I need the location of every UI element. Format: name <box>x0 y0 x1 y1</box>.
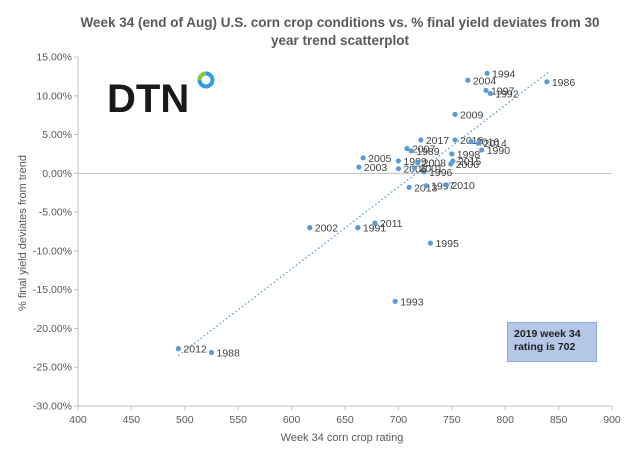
data-point <box>175 346 181 352</box>
data-label: 2002 <box>315 223 339 235</box>
y-tick-label: -10.00% <box>33 245 72 257</box>
x-tick-label: 500 <box>176 414 194 426</box>
data-label: 1996 <box>429 167 453 179</box>
y-tick-label: 5.00% <box>42 129 72 141</box>
data-point <box>452 137 458 143</box>
data-point <box>372 220 378 226</box>
x-tick-label: 750 <box>443 414 461 426</box>
data-point <box>449 151 455 157</box>
data-point <box>421 169 427 175</box>
x-tick-label: 450 <box>123 414 141 426</box>
data-label: 2017 <box>426 135 450 147</box>
data-label: 2012 <box>183 344 207 356</box>
data-label: 1997 <box>431 181 455 193</box>
data-point <box>465 77 471 83</box>
rating-annotation-box: 2019 week 34 rating is 702 <box>507 322 597 362</box>
data-point <box>475 140 482 146</box>
y-tick-label: -15.00% <box>33 284 72 296</box>
y-tick-label: 10.00% <box>36 90 72 102</box>
chart-title-line-1: Week 34 (end of Aug) U.S. corn crop cond… <box>80 15 599 30</box>
data-label: 2005 <box>368 153 392 165</box>
data-point <box>468 138 474 145</box>
data-point <box>443 182 450 188</box>
data-point <box>479 147 485 153</box>
data-label: 1991 <box>363 223 387 235</box>
data-point <box>415 159 421 166</box>
data-point <box>408 148 414 154</box>
data-point <box>395 158 401 164</box>
data-point <box>452 111 458 117</box>
data-point <box>356 164 362 170</box>
data-label: 1988 <box>217 347 241 359</box>
data-label: 1998 <box>457 149 481 161</box>
dtn-logo: DTN <box>107 71 215 121</box>
data-point <box>208 349 215 356</box>
y-tick-label: -20.00% <box>33 323 72 335</box>
y-axis-label: % final yield deviates from trend <box>17 155 29 311</box>
data-label: 2015 <box>458 156 482 168</box>
data-label: 1992 <box>495 88 519 100</box>
data-label: 2016 <box>476 137 500 149</box>
data-point <box>487 90 493 97</box>
data-label: 2004 <box>473 75 497 87</box>
data-point <box>392 298 398 304</box>
data-point <box>483 87 489 93</box>
annotation-line-2: rating is 702 <box>514 341 576 353</box>
data-label: 1993 <box>400 296 424 308</box>
data-label: 1986 <box>552 77 576 89</box>
x-axis-label: Week 34 corn crop rating <box>281 432 404 444</box>
y-tick-label: 15.00% <box>36 52 72 64</box>
data-point <box>544 79 550 85</box>
data-point <box>404 145 410 152</box>
data-point <box>484 70 490 76</box>
x-tick-label: 550 <box>229 414 247 426</box>
x-tick-label: 900 <box>603 414 621 426</box>
logo-text: DTN <box>107 77 189 121</box>
trendline-path <box>177 71 549 357</box>
y-tick-label: 0.00% <box>42 168 72 180</box>
data-point <box>307 225 313 231</box>
data-point <box>360 155 366 161</box>
x-tick-label: 700 <box>390 414 408 426</box>
data-label: 2011 <box>380 218 403 230</box>
y-tick-label: -25.00% <box>33 362 72 374</box>
data-label: 1994 <box>492 68 516 80</box>
data-point <box>355 225 361 231</box>
data-label: 1990 <box>487 145 511 157</box>
data-label: 2008 <box>423 157 447 169</box>
logo-ring-accent-icon <box>197 71 207 81</box>
chart-title-line-2: year trend scatterplot <box>271 33 410 48</box>
data-label: 2010 <box>451 180 475 192</box>
y-tick-label: -5.00% <box>39 207 72 219</box>
trendline <box>177 71 549 357</box>
data-label: 2003 <box>364 162 388 174</box>
x-tick-label: 800 <box>496 414 514 426</box>
x-tick-label: 650 <box>336 414 354 426</box>
data-label: 2001 <box>419 163 443 175</box>
x-tick-label: 400 <box>69 414 87 426</box>
data-label: 2014 <box>484 138 508 150</box>
x-tick-label: 850 <box>550 414 568 426</box>
axes: 400 450 500 550 600 650 700 750 800 850 900 15.00% 1… <box>33 52 621 427</box>
x-tick-label: 600 <box>283 414 301 426</box>
data-point <box>418 137 424 143</box>
y-tick-label: -30.00% <box>33 401 72 413</box>
data-point <box>423 183 429 189</box>
data-label: 1997 <box>491 85 515 97</box>
annotation-line-1: 2019 week 34 <box>514 328 581 340</box>
data-point <box>448 161 454 167</box>
data-point <box>395 166 401 172</box>
data-label: 2000 <box>456 159 480 171</box>
data-points: 1986199420041992199720092017201820162014… <box>175 68 576 359</box>
data-label: 1989 <box>416 146 440 158</box>
data-label: 2009 <box>460 109 484 121</box>
data-point <box>427 240 434 246</box>
data-point <box>411 165 418 171</box>
data-point <box>406 184 412 190</box>
data-label: 1995 <box>435 238 459 250</box>
data-label: 2007 <box>412 144 436 156</box>
